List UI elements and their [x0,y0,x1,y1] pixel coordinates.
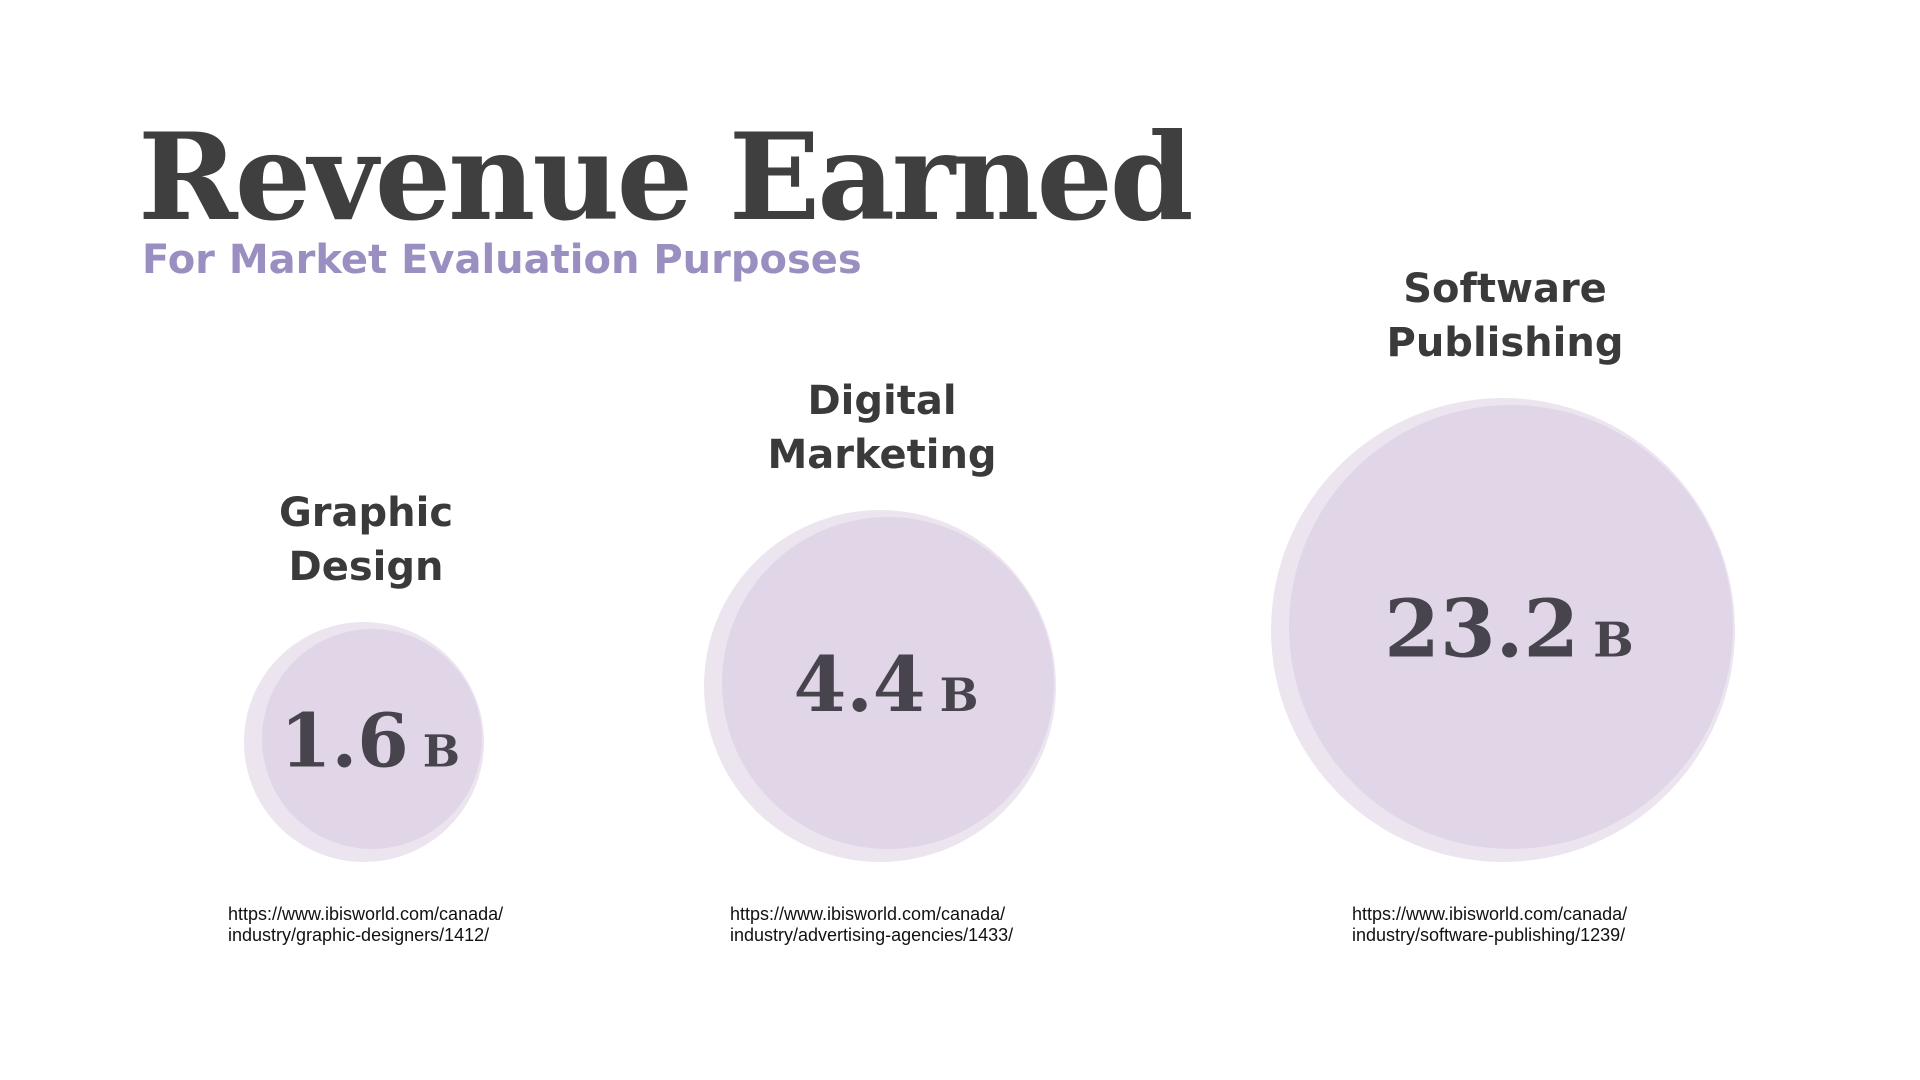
bubble [722,517,1054,849]
bubble [262,629,482,849]
source-link-line: https://www.ibisworld.com/canada/ [1352,904,1628,924]
bubble-value-label: 4.4 B [793,640,978,729]
bubble-value-label: 23.2 B [1384,581,1633,675]
chart-subtitle: For Market Evaluation Purposes [142,237,862,283]
value-unit: B [940,668,979,722]
value-number: 4.4 [793,640,925,729]
source-link[interactable]: https://www.ibisworld.com/canada/industr… [730,904,1013,946]
category-label-line: Graphic [279,490,453,536]
value-unit: B [423,726,460,777]
source-link[interactable]: https://www.ibisworld.com/canada/industr… [228,904,503,946]
bubble-value-label: 1.6 B [280,698,460,784]
category-label: Graphic Design [279,490,453,590]
chart-title: Revenue Earned [138,107,1194,248]
source-link-line: industry/graphic-designers/1412/ [228,925,490,945]
source-link-line: industry/software-publishing/1239/ [1352,925,1626,945]
category-label-line: Software [1403,266,1607,312]
value-number: 23.2 [1384,581,1579,675]
category-label: Software Publishing [1387,266,1624,366]
source-link-line: industry/advertising-agencies/1433/ [730,925,1014,945]
category-label: Digital Marketing [767,378,996,478]
bubble [1289,405,1733,849]
category-label-line: Digital [807,378,956,424]
source-link-line: https://www.ibisworld.com/canada/ [228,904,504,924]
source-link[interactable]: https://www.ibisworld.com/canada/industr… [1352,904,1627,946]
value-number: 1.6 [280,698,409,784]
category-label-line: Publishing [1387,320,1624,366]
bubble-group: 23.2 B Software Publishing [1271,266,1735,862]
source-link-line: https://www.ibisworld.com/canada/ [730,904,1006,924]
value-unit: B [1593,612,1634,668]
category-label-line: Design [289,544,444,590]
category-label-line: Marketing [767,432,996,478]
bubble-group: 1.6 B Graphic Design [244,490,484,862]
bubble-group: 4.4 B Digital Marketing [704,378,1056,862]
